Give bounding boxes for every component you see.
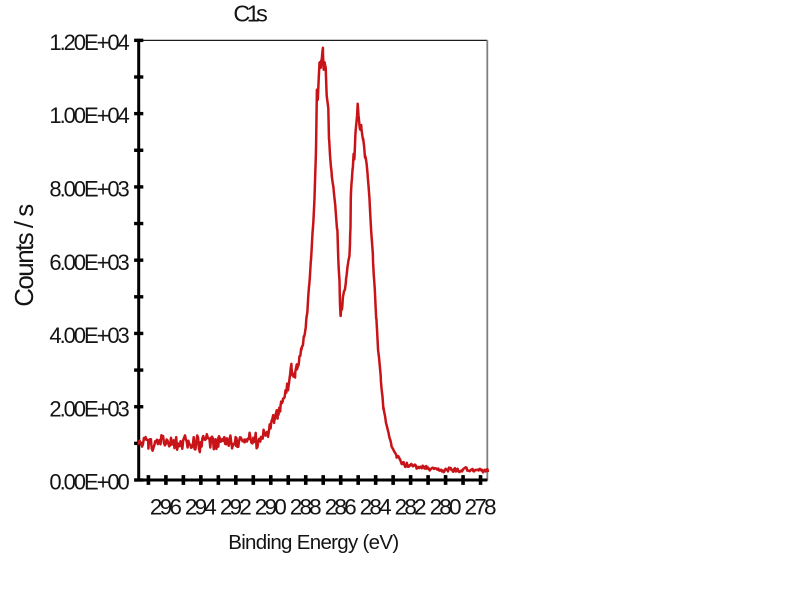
svg-text:296: 296 — [150, 494, 182, 519]
svg-text:292: 292 — [220, 494, 252, 519]
svg-text:1.00E+04: 1.00E+04 — [49, 103, 129, 128]
svg-text:1.20E+04: 1.20E+04 — [49, 30, 129, 55]
svg-text:2.00E+03: 2.00E+03 — [49, 396, 129, 421]
svg-text:0.00E+00: 0.00E+00 — [49, 470, 129, 495]
svg-text:6.00E+03: 6.00E+03 — [49, 250, 129, 275]
svg-text:280: 280 — [430, 494, 462, 519]
svg-text:Counts / s: Counts / s — [9, 204, 39, 307]
svg-text:278: 278 — [465, 494, 497, 519]
svg-text:288: 288 — [290, 494, 322, 519]
svg-text:Binding Energy (eV): Binding Energy (eV) — [228, 531, 399, 554]
svg-text:284: 284 — [360, 494, 392, 519]
svg-text:8.00E+03: 8.00E+03 — [49, 177, 129, 202]
svg-text:290: 290 — [255, 494, 287, 519]
svg-text:286: 286 — [325, 494, 357, 519]
svg-text:4.00E+03: 4.00E+03 — [49, 323, 129, 348]
svg-text:294: 294 — [185, 494, 217, 519]
svg-text:282: 282 — [395, 494, 427, 519]
svg-text:C1s: C1s — [233, 1, 268, 27]
